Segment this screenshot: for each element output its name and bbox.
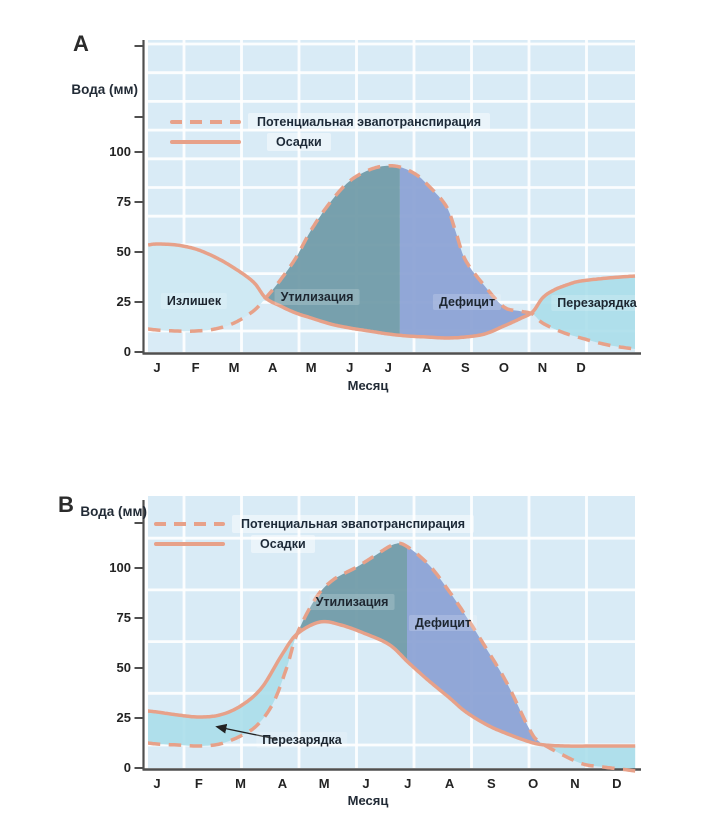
y-tick-label: 25 (116, 294, 131, 309)
chart-a-y-axis-label: Вода (мм) (71, 82, 138, 97)
precipitation-curve (148, 619, 636, 748)
region-label-recharge-b: Перезарядка (256, 732, 348, 748)
month-label: M (305, 360, 317, 375)
month-label: J (346, 360, 354, 375)
region-label-deficit-a: Дефицит (432, 294, 502, 310)
y-tick-label: 75 (116, 610, 131, 625)
dashed-line-swatch (154, 522, 225, 526)
month-label: O (498, 360, 509, 375)
month-label: F (191, 360, 200, 375)
y-tick-label: 0 (123, 760, 131, 775)
solid-line-swatch (154, 542, 225, 546)
legend-pet-label: Потенциальная эвапотранспирация (248, 113, 491, 131)
month-label: J (153, 360, 161, 375)
y-tick-label: 25 (116, 710, 131, 725)
month-label: A (422, 360, 432, 375)
month-label: M (228, 360, 240, 375)
month-label: N (570, 776, 580, 791)
chart-a-x-axis-label: Месяц (347, 378, 389, 393)
legend-row-precip: Осадки (154, 534, 474, 554)
month-label: N (537, 360, 548, 375)
pet-curve (148, 163, 636, 351)
legend-pet-label: Потенциальная эвапотранспирация (232, 515, 475, 533)
y-tick-label: 50 (116, 244, 131, 259)
area-fill-Дефицит (407, 546, 540, 745)
legend-precip-label: Осадки (267, 133, 331, 151)
precipitation-curve (148, 242, 636, 340)
month-label: A (444, 776, 455, 791)
chart-b-title: B (58, 492, 74, 517)
chart-a-title: A (73, 31, 89, 56)
area-fill-Утилизация (265, 165, 400, 336)
month-label: D (612, 776, 622, 791)
chart-b-y-axis-label: Вода (мм) (80, 504, 147, 519)
month-label: D (576, 360, 586, 375)
legend-row-precip: Осадки (170, 132, 490, 152)
area-fill-Перезарядка (539, 742, 636, 771)
y-tick-label: 100 (109, 144, 131, 159)
pet-curve (148, 541, 636, 773)
month-label: J (384, 360, 392, 375)
solid-line-swatch (170, 140, 241, 144)
region-label-deficit-b: Дефицит (408, 615, 478, 631)
month-label: J (362, 776, 370, 791)
area-fill-Перезарядка (148, 634, 297, 746)
region-label-recharge-a: Перезарядка (551, 295, 643, 311)
month-label: F (194, 776, 203, 791)
chart-b-legend: Потенциальная эвапотранспирация Осадки (154, 514, 475, 554)
legend-row-pet: Потенциальная эвапотранспирация (170, 112, 491, 132)
month-label: M (235, 776, 247, 791)
month-label: S (487, 776, 496, 791)
month-label: M (318, 776, 330, 791)
month-label: S (461, 360, 470, 375)
chart-a-legend: Потенциальная эвапотранспирация Осадки (170, 112, 491, 152)
region-label-utilization-b: Утилизация (309, 594, 395, 610)
month-label: A (267, 360, 278, 375)
dashed-line-swatch (170, 120, 241, 124)
month-label: A (277, 776, 288, 791)
legend-row-pet: Потенциальная эвапотранспирация (154, 514, 475, 534)
region-label-surplus: Излишек (160, 293, 228, 309)
chart-b-x-axis-label: Месяц (347, 793, 389, 808)
y-tick-label: 50 (116, 660, 131, 675)
y-tick-label: 75 (116, 194, 131, 209)
month-label: O (528, 776, 539, 791)
area-fill-Излишек (148, 244, 266, 332)
month-label: J (404, 776, 412, 791)
y-tick-label: 0 (123, 344, 131, 359)
area-fill-Дефицит (399, 167, 533, 338)
y-tick-label: 100 (109, 560, 131, 575)
month-label: J (153, 776, 161, 791)
area-fill-Перезарядка (532, 276, 635, 349)
region-label-utilization-a: Утилизация (274, 289, 360, 305)
legend-precip-label: Осадки (251, 535, 315, 553)
